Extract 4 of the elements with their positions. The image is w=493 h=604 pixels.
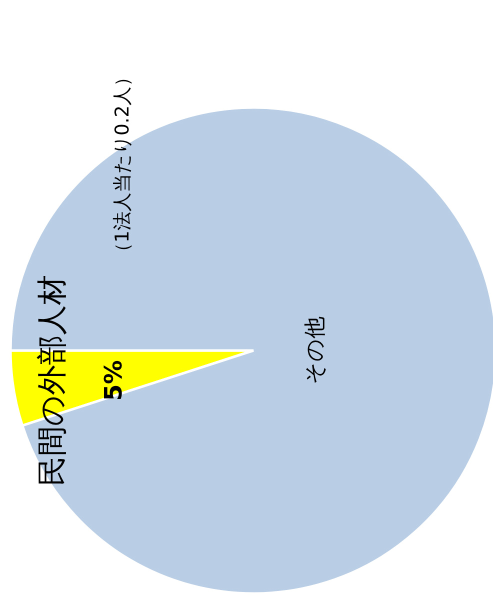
slice-label: 民間の外部人材 (35, 275, 70, 486)
slice-label: その他 (303, 316, 328, 384)
text: （1法人当たり0.2人） (112, 67, 134, 262)
data-label: 5% (100, 360, 128, 401)
